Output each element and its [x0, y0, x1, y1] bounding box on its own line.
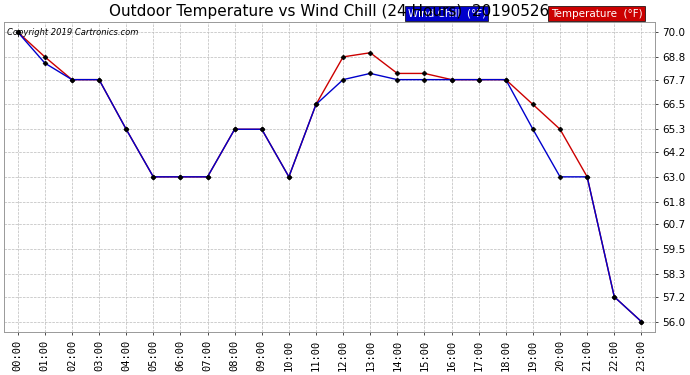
Text: Wind Chill  (°F): Wind Chill (°F): [408, 9, 486, 19]
Text: Copyright 2019 Cartronics.com: Copyright 2019 Cartronics.com: [8, 28, 139, 37]
Title: Outdoor Temperature vs Wind Chill (24 Hours)  20190526: Outdoor Temperature vs Wind Chill (24 Ho…: [110, 4, 550, 19]
Text: Temperature  (°F): Temperature (°F): [551, 9, 642, 19]
